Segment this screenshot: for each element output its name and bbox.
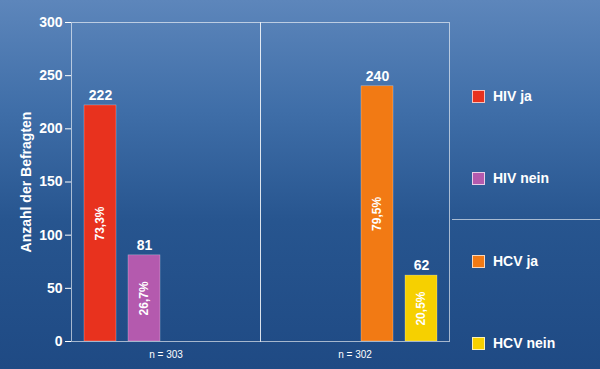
html-text:HCV ja: HCV ja <box>493 253 539 269</box>
svg-text:0: 0 <box>55 333 63 349</box>
html-text:HCV nein: HCV nein <box>493 335 556 351</box>
svg-text:300: 300 <box>39 14 63 30</box>
svg-text:Anzahl der Befragten: Anzahl der Befragten <box>18 112 34 253</box>
svg-text:222: 222 <box>89 87 113 103</box>
html-text:HIV nein: HIV nein <box>493 170 549 186</box>
html-text:HIV ja: HIV ja <box>493 88 532 104</box>
svg-text:81: 81 <box>137 237 153 253</box>
svg-text:150: 150 <box>39 173 63 189</box>
svg-text:26,7%: 26,7% <box>137 281 151 315</box>
svg-text:100: 100 <box>39 227 63 243</box>
svg-text:250: 250 <box>39 67 63 83</box>
svg-text:200: 200 <box>39 120 63 136</box>
svg-text:n = 303: n = 303 <box>149 349 183 360</box>
svg-text:20,5%: 20,5% <box>414 291 428 325</box>
svg-text:62: 62 <box>414 257 430 273</box>
svg-text:240: 240 <box>366 68 390 84</box>
svg-text:50: 50 <box>47 280 63 296</box>
svg-text:79,5%: 79,5% <box>370 197 384 231</box>
svg-text:n = 302: n = 302 <box>338 349 372 360</box>
svg-text:73,3%: 73,3% <box>93 206 107 240</box>
